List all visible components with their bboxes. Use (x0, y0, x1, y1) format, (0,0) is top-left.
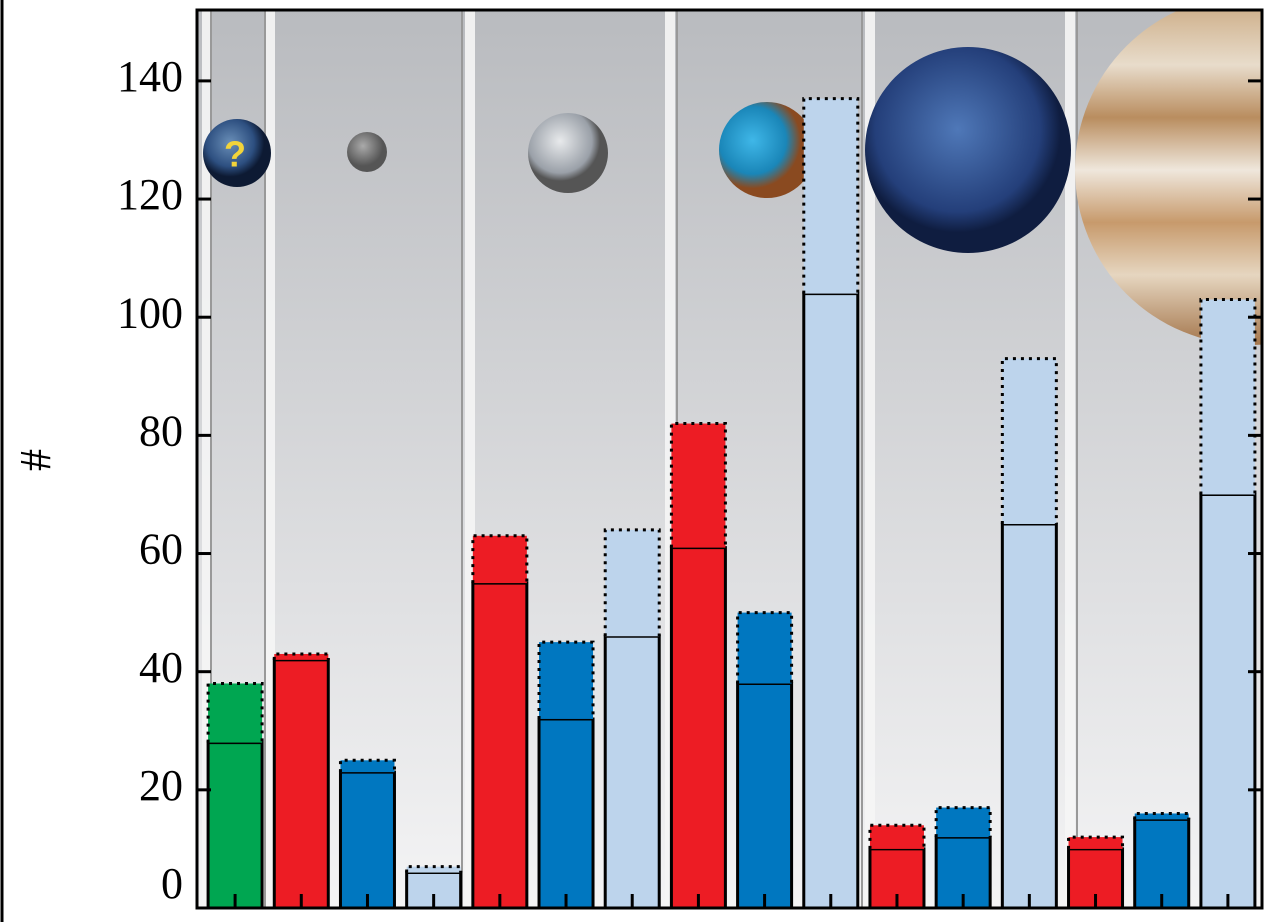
bar-outline (1000, 522, 1058, 908)
bar-outline (405, 871, 463, 908)
bar-outline (471, 581, 529, 908)
y-tick-label: 80 (139, 406, 183, 455)
bar-outline (1133, 811, 1191, 820)
bar-outline (603, 634, 661, 908)
bar-segment (340, 760, 395, 773)
bar-outline (868, 823, 926, 849)
bar-segment (605, 529, 660, 637)
bar-outline (471, 534, 529, 584)
bar-outline (537, 640, 595, 719)
bar-outline (1199, 297, 1257, 495)
plot-frame (195, 8, 1264, 910)
bar-outline (736, 611, 794, 684)
planet (1075, 10, 1262, 345)
bar-segment (472, 583, 527, 908)
planet (203, 119, 271, 187)
bar-segment (737, 612, 792, 684)
bar-outline (272, 652, 330, 660)
bar-segment (539, 718, 594, 908)
y-tick-label: 140 (117, 52, 183, 101)
y-tick-label: 100 (117, 288, 183, 337)
y-axis-label: # (11, 449, 60, 471)
bars (206, 97, 1257, 908)
y-tick-label: 0 (161, 859, 183, 908)
bar-segment (737, 683, 792, 908)
bar-segment (208, 742, 263, 908)
planet (347, 132, 387, 172)
bar-segment (274, 653, 329, 660)
bar-outline (934, 806, 992, 838)
bar-segment (605, 636, 660, 908)
bar-outline (405, 865, 463, 873)
bar-segment (1068, 837, 1123, 849)
bar-segment (274, 659, 329, 908)
bar-segment (1134, 819, 1189, 908)
bar-segment (671, 547, 726, 908)
bar-segment (472, 535, 527, 584)
bar-segment (803, 293, 858, 908)
bar-outline (1000, 357, 1058, 524)
bar-segment (936, 807, 991, 838)
bar-segment (869, 825, 924, 849)
planet (719, 102, 815, 198)
bar-outline (802, 292, 860, 908)
bar-segment (340, 772, 395, 908)
bar-outline (669, 422, 727, 548)
bar-segment (539, 642, 594, 719)
planet (528, 113, 608, 193)
bar-segment (1200, 299, 1255, 495)
decoration: ? (202, 10, 1262, 908)
bar-segment (671, 423, 726, 548)
bar-segment (1002, 358, 1057, 524)
bar-segment (1134, 813, 1189, 820)
y-tick-label: 20 (139, 761, 183, 810)
y-tick-label: 60 (139, 525, 183, 574)
bar-segment (208, 683, 263, 743)
y-tick-label: 40 (139, 643, 183, 692)
y-tick-label: 120 (117, 170, 183, 219)
planet (865, 47, 1071, 253)
question-icon: ? (224, 134, 246, 175)
bar-outline (802, 97, 860, 294)
bar-segment (803, 98, 858, 294)
bar-segment (1002, 523, 1057, 908)
bar-segment (406, 866, 461, 873)
bar-segment (1200, 494, 1255, 908)
bar-outline (1133, 817, 1191, 908)
